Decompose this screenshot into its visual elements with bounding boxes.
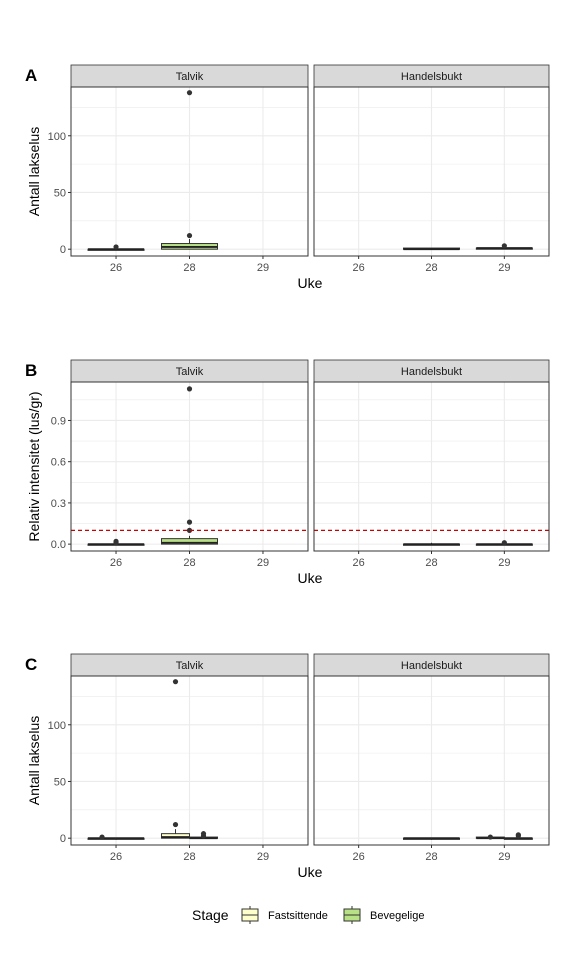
legend-key-bevegelige: Bevegelige <box>343 906 424 924</box>
y-tick-label: 100 <box>48 131 66 143</box>
y-tick-label: 100 <box>48 720 66 732</box>
x-tick-label: 28 <box>183 557 195 569</box>
outlier-point <box>113 244 119 250</box>
box-26-bevegelige <box>87 538 145 546</box>
x-tick-label: 29 <box>498 851 510 863</box>
box-29-bevegelige <box>475 540 533 546</box>
y-axis-title: Antall lakselus <box>26 716 42 806</box>
chart-a: A Talvik 26 28 29 0 50 100 Handelsbukt 26 28 29 Uke A… <box>25 64 550 291</box>
gridlines <box>314 676 549 845</box>
y-tick-label: 0.0 <box>51 539 66 551</box>
box-29-bevegelige <box>475 243 533 250</box>
y-tick-label: 0 <box>60 244 66 256</box>
outlier-point <box>186 232 193 239</box>
y-axis-title: Relativ intensitet (lus/gr) <box>26 391 42 541</box>
outlier-point <box>186 527 193 533</box>
x-tick-label: 28 <box>183 851 195 863</box>
outlier-point <box>515 832 521 838</box>
chart-b: B Talvik 26 28 29 0.0 0.3 0.6 0.9 Handelsbukt 26 28… <box>25 359 550 586</box>
facet-strip-label: Handelsbukt <box>401 71 462 83</box>
x-tick-label: 28 <box>425 262 437 274</box>
x-tick-label: 29 <box>257 851 269 863</box>
y-tick-label: 0.3 <box>51 498 66 510</box>
outlier-point <box>172 821 179 828</box>
facet-strip-label: Talvik <box>176 660 204 672</box>
y-tick-label: 50 <box>54 187 66 199</box>
outlier-point <box>113 538 119 544</box>
box-28-bevegelige <box>431 837 460 840</box>
box-29-bevegelige <box>503 832 533 840</box>
box-28-bevegelige <box>189 831 218 840</box>
facet-strip-label: Talvik <box>176 366 204 378</box>
facet-handelsbukt: Handelsbukt 26 28 29 <box>313 64 550 274</box>
outlier-point <box>172 679 179 685</box>
outlier-point <box>501 540 507 546</box>
x-tick-label: 29 <box>498 557 510 569</box>
facet-strip-label: Talvik <box>176 71 204 83</box>
box-iqr <box>161 833 190 839</box>
box-28-fastsittende <box>403 837 432 840</box>
y-tick-label: 50 <box>54 776 66 788</box>
box-26-fastsittende <box>87 834 117 840</box>
box-iqr <box>161 538 218 545</box>
box-28-bevegelige <box>161 386 218 545</box>
legend-label: Fastsittende <box>268 910 328 922</box>
box-28-bevegelige <box>403 247 460 251</box>
x-tick-label: 29 <box>257 262 269 274</box>
facet-talvik: Talvik 26 28 29 0 50 100 <box>48 653 309 863</box>
outlier-point <box>99 834 105 840</box>
facet-strip-label: Handelsbukt <box>401 660 462 672</box>
outlier-point <box>186 519 193 525</box>
x-tick-label: 28 <box>425 851 437 863</box>
x-tick-label: 28 <box>183 262 195 274</box>
facet-handelsbukt: Handelsbukt 26 28 29 <box>313 359 550 569</box>
facet-talvik: Talvik 26 28 29 0 50 100 <box>48 64 309 274</box>
box-26-bevegelige <box>115 837 145 840</box>
x-tick-label: 28 <box>425 557 437 569</box>
x-tick-label: 29 <box>257 557 269 569</box>
legend: Stage Fastsittende Bevegelige <box>192 906 424 924</box>
y-tick-label: 0 <box>60 833 66 845</box>
facet-handelsbukt: Handelsbukt 26 28 29 <box>313 653 550 863</box>
panel-tag: B <box>25 361 37 380</box>
x-tick-label: 26 <box>353 851 365 863</box>
box-28-fastsittende <box>161 679 190 839</box>
x-axis-title: Uke <box>298 864 323 880</box>
chart-c: C Talvik 26 28 29 0 50 100 Handelsbukt 26 28 29 Uke A… <box>25 653 550 880</box>
x-tick-label: 26 <box>353 262 365 274</box>
outlier-point <box>186 90 193 96</box>
legend-label: Bevegelige <box>370 910 424 922</box>
outlier-point <box>186 386 193 392</box>
outlier-point <box>487 834 493 840</box>
facet-strip-label: Handelsbukt <box>401 366 462 378</box>
box-28-bevegelige <box>161 90 218 250</box>
outlier-point <box>501 243 507 249</box>
x-tick-label: 26 <box>353 557 365 569</box>
y-axis-title: Antall lakselus <box>26 127 42 217</box>
x-tick-label: 26 <box>110 557 122 569</box>
box-26-bevegelige <box>87 244 145 251</box>
panel-tag: C <box>25 655 37 674</box>
y-tick-label: 0.6 <box>51 457 66 469</box>
outlier-point <box>200 831 207 837</box>
x-tick-label: 26 <box>110 262 122 274</box>
legend-key-fastsittende: Fastsittende <box>241 906 328 924</box>
facet-talvik: Talvik 26 28 29 0.0 0.3 0.6 0.9 <box>51 359 309 569</box>
panel-tag: A <box>25 66 37 85</box>
x-axis-title: Uke <box>298 275 323 291</box>
box-28-bevegelige <box>403 542 460 546</box>
y-tick-label: 0.9 <box>51 415 66 427</box>
legend-title: Stage <box>192 907 229 923</box>
x-tick-label: 29 <box>498 262 510 274</box>
x-tick-label: 26 <box>110 851 122 863</box>
x-axis-title: Uke <box>298 570 323 586</box>
